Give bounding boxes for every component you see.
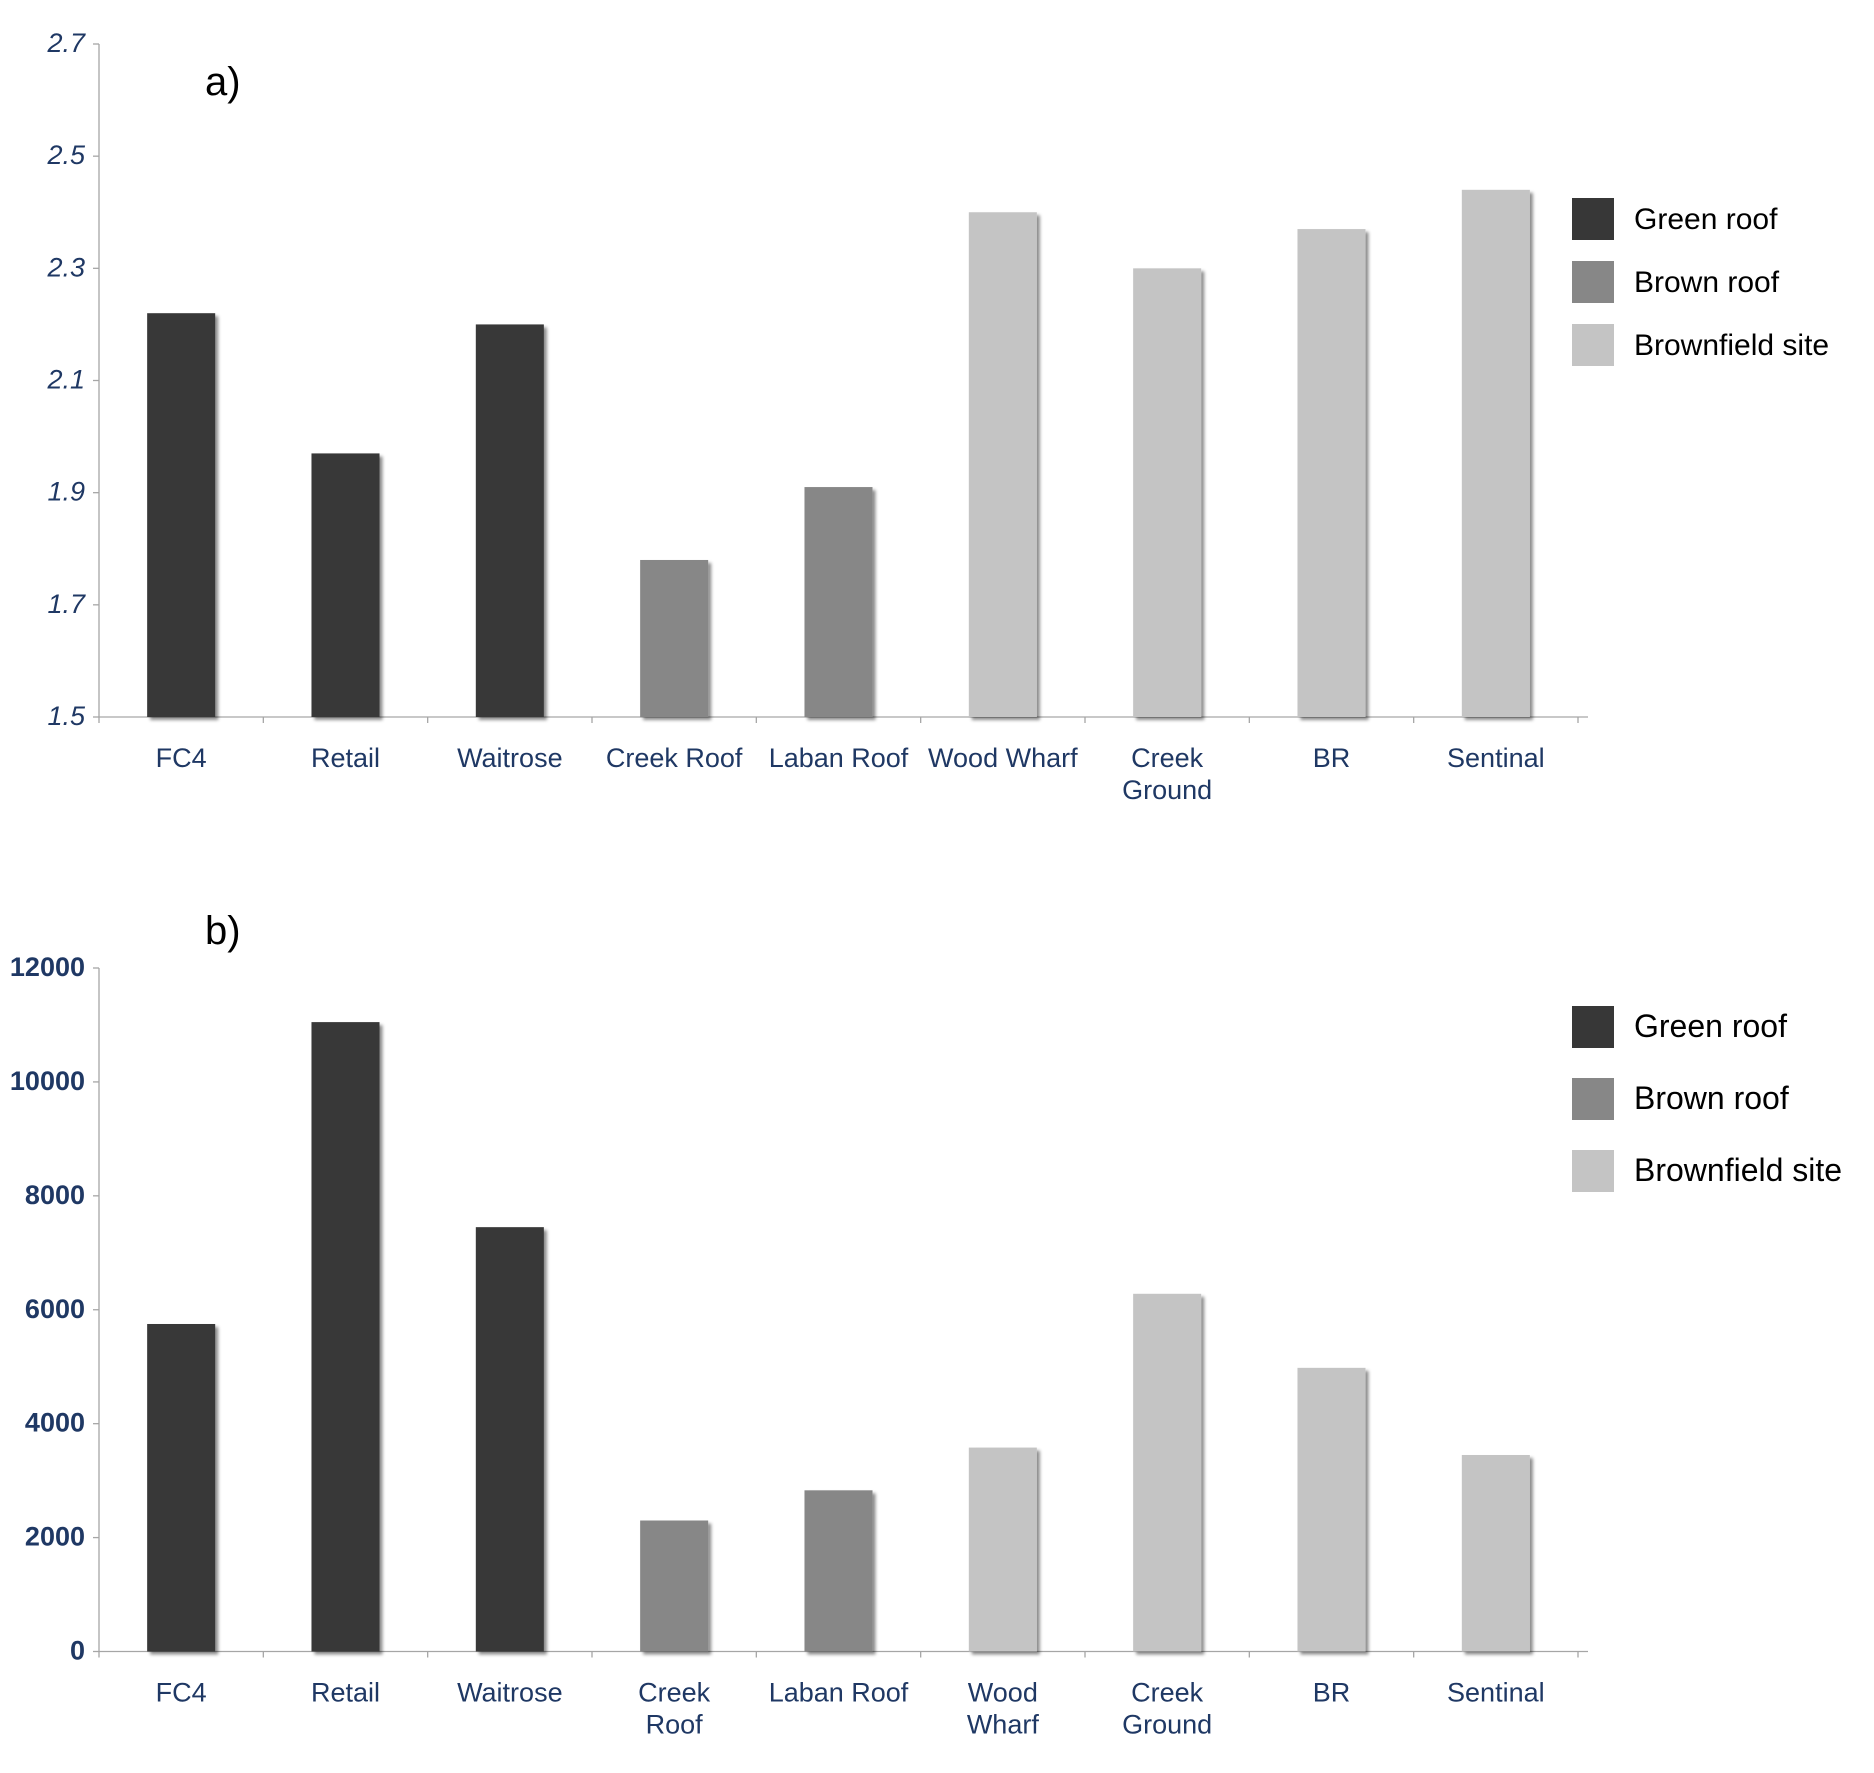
svg-text:FC4: FC4 (156, 1678, 207, 1708)
svg-text:Creek: Creek (1131, 1678, 1204, 1708)
svg-text:Roof: Roof (646, 1710, 704, 1740)
svg-text:BR: BR (1313, 743, 1351, 773)
svg-text:Laban Roof: Laban Roof (769, 1678, 909, 1708)
svg-text:4000: 4000 (25, 1408, 85, 1438)
svg-text:1.5: 1.5 (47, 701, 86, 731)
svg-text:FC4: FC4 (156, 743, 207, 773)
svg-text:2.3: 2.3 (46, 252, 85, 282)
svg-text:Creek: Creek (638, 1678, 711, 1708)
svg-text:10000: 10000 (10, 1066, 85, 1096)
svg-text:0: 0 (70, 1636, 85, 1666)
svg-text:Green roof: Green roof (1634, 203, 1778, 236)
svg-text:Retail: Retail (311, 743, 380, 773)
svg-text:Brown roof: Brown roof (1634, 1080, 1789, 1116)
svg-text:Ground: Ground (1122, 1710, 1212, 1740)
svg-text:8000: 8000 (25, 1180, 85, 1210)
svg-text:6000: 6000 (25, 1294, 85, 1324)
svg-text:Brownfield site: Brownfield site (1634, 329, 1829, 362)
svg-text:Brown roof: Brown roof (1634, 266, 1780, 299)
svg-text:Sentinal: Sentinal (1447, 1678, 1545, 1708)
svg-text:Wharf: Wharf (967, 1710, 1040, 1740)
svg-text:Laban Roof: Laban Roof (769, 743, 909, 773)
svg-text:a): a) (205, 60, 241, 104)
svg-text:2.1: 2.1 (46, 365, 85, 395)
svg-text:BR: BR (1313, 1678, 1351, 1708)
svg-text:Creek Roof: Creek Roof (606, 743, 743, 773)
svg-text:2000: 2000 (25, 1522, 85, 1552)
svg-text:2.7: 2.7 (46, 28, 86, 58)
svg-text:Brownfield site: Brownfield site (1634, 1152, 1842, 1188)
svg-text:Green roof: Green roof (1634, 1008, 1787, 1044)
svg-text:Waitrose: Waitrose (457, 1678, 563, 1708)
svg-text:Sentinal: Sentinal (1447, 743, 1545, 773)
svg-text:1.7: 1.7 (47, 589, 86, 619)
svg-text:12000: 12000 (10, 952, 85, 982)
svg-text:Creek: Creek (1131, 743, 1204, 773)
svg-text:Ground: Ground (1122, 775, 1212, 805)
svg-text:2.5: 2.5 (46, 140, 86, 170)
svg-text:1.9: 1.9 (47, 477, 85, 507)
svg-text:Wood: Wood (968, 1678, 1038, 1708)
svg-text:Waitrose: Waitrose (457, 743, 563, 773)
svg-text:b): b) (205, 909, 241, 953)
svg-text:Retail: Retail (311, 1678, 380, 1708)
svg-text:Wood Wharf: Wood Wharf (928, 743, 1078, 773)
